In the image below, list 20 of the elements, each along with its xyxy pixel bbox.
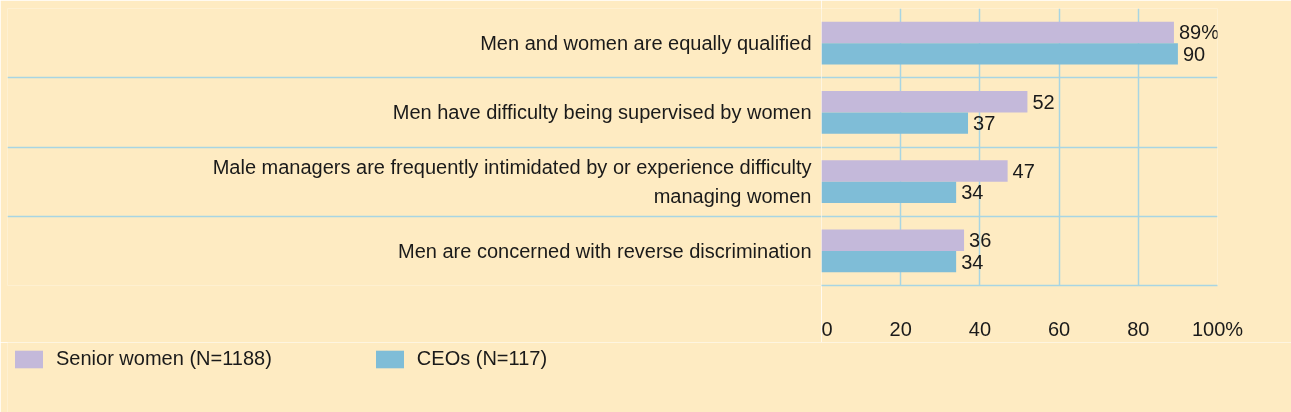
y-tick-label: Men have difficulty being supervised by women bbox=[392, 101, 812, 124]
data-label: 47 bbox=[1012, 159, 1035, 182]
legend-label: Senior women (N=1188) bbox=[56, 347, 272, 370]
x-tick-label: 40 bbox=[968, 317, 992, 340]
data-label: 90 bbox=[1182, 42, 1206, 65]
y-tick-label: Men are concerned with reverse discrimination bbox=[397, 239, 812, 262]
x-tick-label: 0 bbox=[821, 317, 833, 340]
data-label: 37 bbox=[973, 112, 996, 135]
data-label: 34 bbox=[961, 250, 984, 273]
x-tick-label: 80 bbox=[1127, 317, 1150, 340]
legend-label: CEOs (N=117) bbox=[416, 347, 548, 370]
x-tick-label: 20 bbox=[889, 317, 912, 340]
x-tick-label: 100% bbox=[1191, 317, 1244, 340]
data-label: 89% bbox=[1178, 21, 1220, 44]
y-tick-label: Men and women are equally qualified bbox=[480, 32, 812, 55]
y-tick-label: Male managers are frequently intimidated by or experience difficulty managing women bbox=[212, 156, 812, 207]
data-label: 34 bbox=[961, 181, 984, 204]
data-label: 52 bbox=[1032, 90, 1055, 113]
x-tick-label: 60 bbox=[1047, 317, 1071, 340]
data-label: 36 bbox=[969, 229, 992, 252]
